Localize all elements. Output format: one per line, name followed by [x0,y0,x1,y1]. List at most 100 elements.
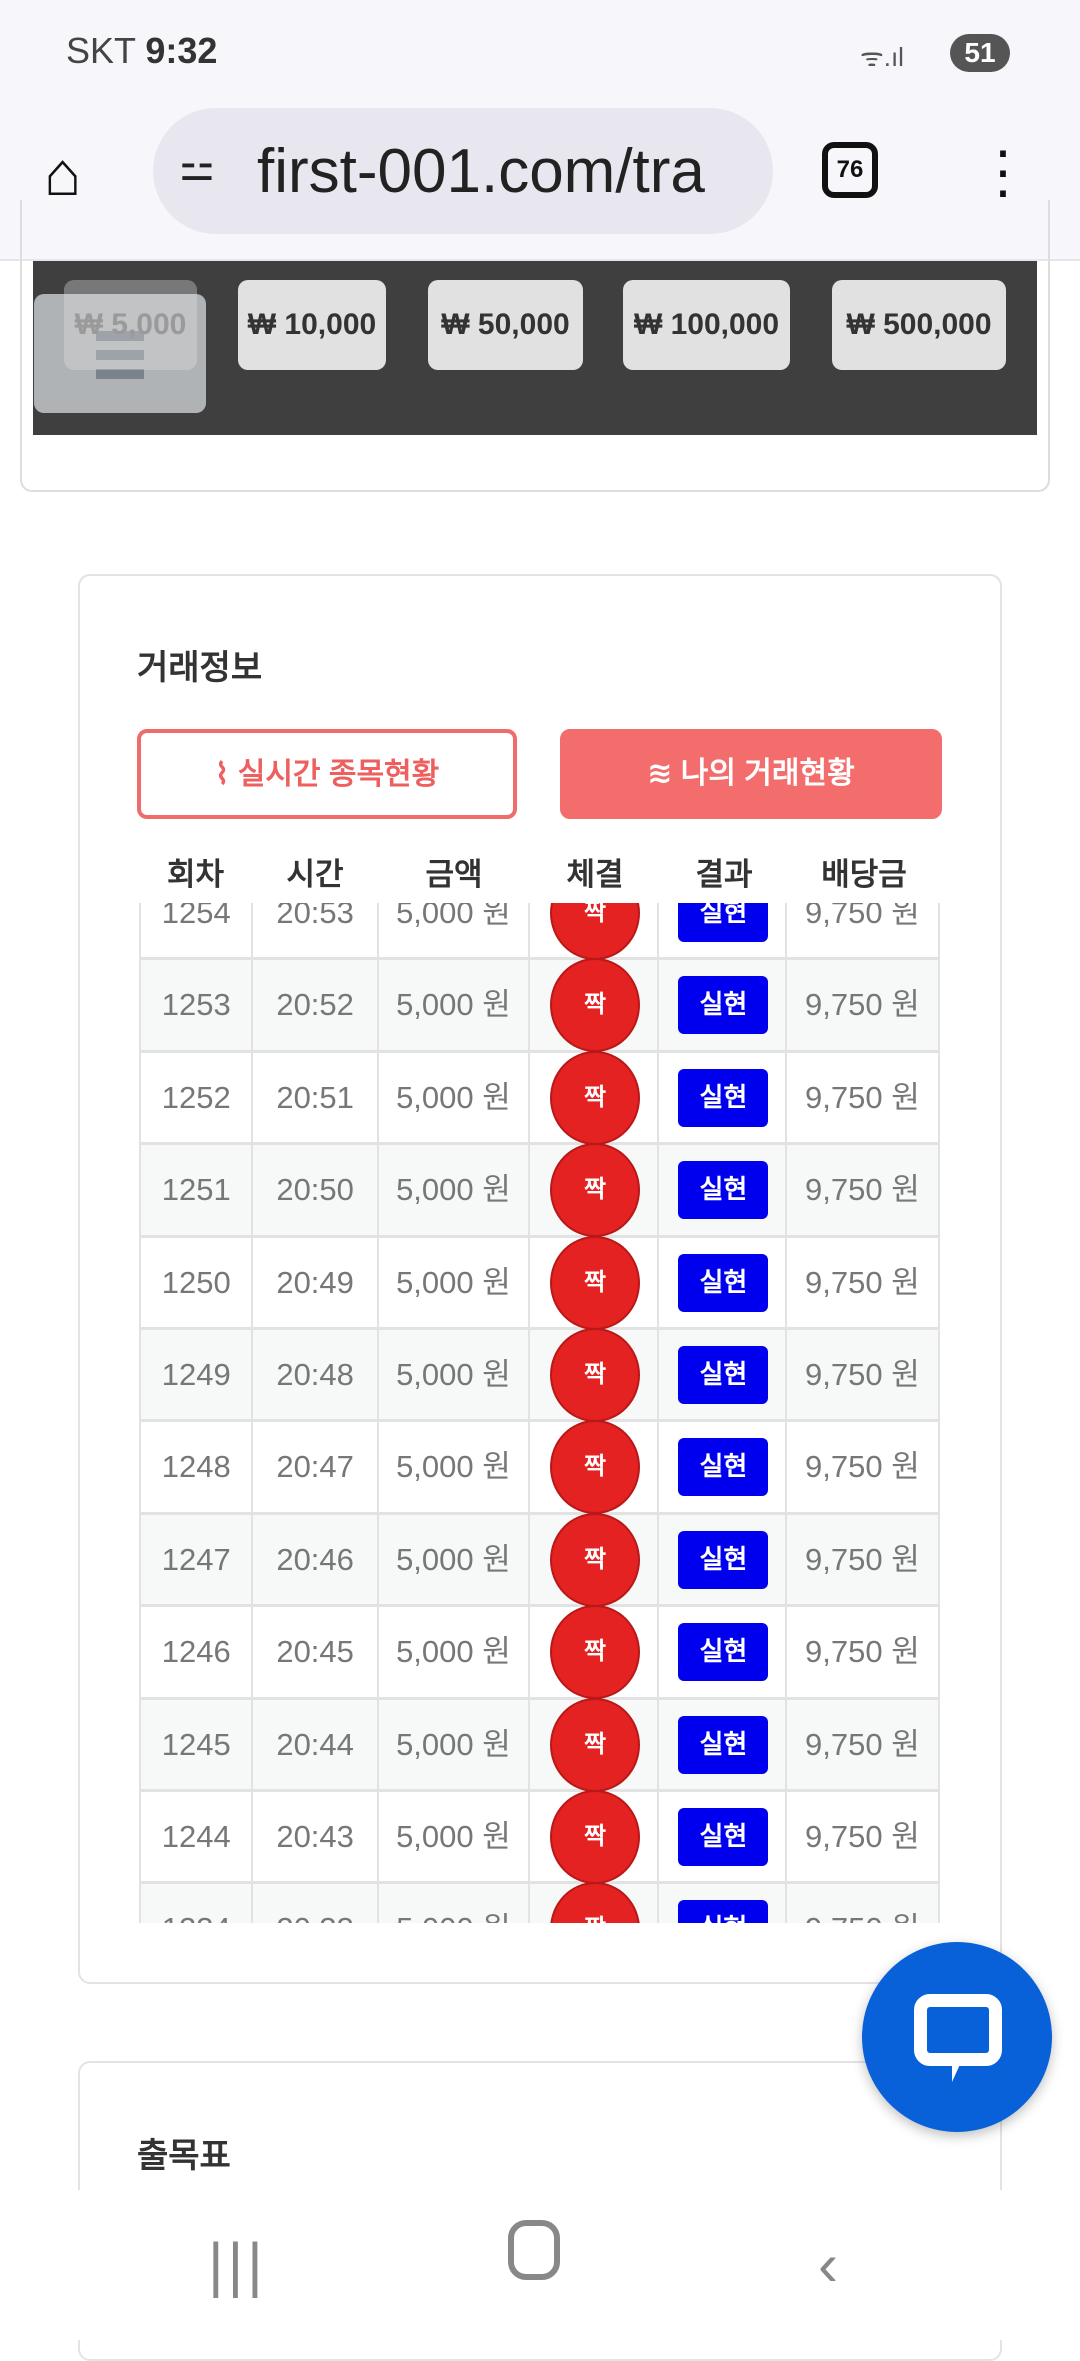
payout-cell: 9,750 원 [805,1449,920,1485]
pick-badge: 짝 [550,903,641,960]
waves-icon: ≋ [647,757,673,790]
result-badge: 실현 [678,1530,769,1589]
home-nav-icon[interactable] [508,2220,560,2280]
time-cell: 20:50 [253,1145,379,1235]
result-badge: 실현 [678,1161,769,1220]
col-round: 회차 [166,857,225,892]
section-title: 거래정보 [137,649,263,687]
home-icon[interactable]: ⌂ [44,140,82,209]
pick-cell: 짝 [530,1050,660,1145]
payout-cell: 9,750 원 [805,1264,920,1300]
pick-badge: 짝 [550,1143,641,1238]
result-cell: 실현 [659,1699,787,1789]
chat-icon [914,1994,1002,2066]
table-row: 1249 20:48 5,000 원 짝 실현 9,750 원 [139,1327,940,1423]
bet-amount-card [20,200,1050,492]
amount-button-500000[interactable]: ₩ 500,000 [832,280,1006,370]
status-time: SKT 9:32 [66,30,217,72]
url-text: first-001.com/tra [257,137,705,206]
pick-badge: 짝 [550,1882,641,1923]
time-cell: 20:43 [253,1791,379,1882]
table-row: 1250 20:49 5,000 원 짝 실현 9,750 원 [139,1235,940,1330]
address-bar[interactable]: ⚍ first-001.com/tra [153,108,773,234]
result-cell: 실현 [659,1884,787,1923]
time-cell: 20:49 [253,1237,379,1327]
col-amount: 금액 [425,857,483,892]
table-row: 1251 20:50 5,000 원 짝 실현 9,750 원 [139,1143,940,1238]
pick-cell: 짝 [530,1235,660,1330]
table-row: 1245 20:44 5,000 원 짝 실현 9,750 원 [139,1697,940,1792]
more-menu-icon[interactable]: · · · [993,116,1013,223]
table-row: 1244 20:43 5,000 원 짝 실현 9,750 원 [139,1789,940,1885]
result-cell: 실현 [659,903,787,958]
result-cell: 실현 [659,1237,787,1327]
amount-cell: 5,000 원 [379,1699,531,1789]
pick-cell: 짝 [530,1882,660,1923]
round-cell: 1251 [141,1145,254,1235]
hamburger-menu-icon[interactable] [34,294,206,413]
amount-button-5000[interactable]: ₩ 5,000 [64,280,197,370]
pick-cell: 짝 [530,1327,660,1422]
pick-cell: 짝 [530,1420,660,1515]
tab-realtime-status[interactable]: ⌇ 실시간 종목현황 [137,729,517,819]
time-cell: 20:51 [253,1052,379,1143]
pulse-icon: ⌇ [214,758,230,791]
trade-info-card [78,574,1002,1984]
pick-cell: 짝 [530,903,660,960]
table-row: 1246 20:45 5,000 원 짝 실현 9,750 원 [139,1605,940,1700]
tab-label: 실시간 종목현황 [237,758,440,791]
table-header: 회차 시간 금액 체결 결과 배당금 [139,850,940,900]
col-result: 결과 [695,857,753,892]
result-badge: 실현 [678,1438,769,1497]
payout-cell: 9,750 원 [805,1541,920,1577]
pick-badge: 짝 [550,1420,641,1515]
payout-cell: 9,750 원 [805,1356,920,1392]
time-cell: 20:46 [253,1514,379,1605]
payout-cell: 9,750 원 [805,987,920,1023]
pick-badge: 짝 [550,1512,641,1607]
browser-toolbar: ⌂ ⚍ first-001.com/tra 76 · · · [0,100,1080,261]
tab-switcher-button[interactable]: 76 [822,142,878,198]
amount-cell: 5,000 원 [379,1329,531,1420]
chat-tail [952,2060,974,2082]
pick-badge: 짝 [550,958,641,1053]
result-badge: 실현 [678,1068,769,1127]
time-cell: 20:47 [253,1422,379,1512]
pick-cell: 짝 [530,1789,660,1884]
amount-button-10000[interactable]: ₩ 10,000 [238,280,386,370]
pick-cell: 짝 [530,1605,660,1700]
result-cell: 실현 [659,1607,787,1697]
amount-button-100000[interactable]: ₩ 100,000 [623,280,790,370]
trade-table-scroll[interactable]: 1254 20:53 5,000 원 짝 실현 9,750 원 1253 20:52 5,000… [139,903,940,1923]
amount-cell: 5,000 원 [379,1884,531,1923]
col-payout: 배당금 [821,857,907,892]
round-cell: 1246 [141,1607,254,1697]
clock: 9:32 [145,30,218,71]
signal-icon: ᯤ.ıl [860,42,904,72]
round-cell: 1248 [141,1422,254,1512]
amount-cell: 5,000 원 [379,1237,531,1327]
col-pick: 체결 [566,857,624,892]
result-cell: 실현 [659,1791,787,1882]
round-cell: 1249 [141,1329,254,1420]
recents-icon[interactable]: ||| [208,2231,267,2298]
round-cell: 1250 [141,1237,254,1327]
time-cell: 20:48 [253,1329,379,1420]
result-cell: 실현 [659,960,787,1050]
table-row: 1252 20:51 5,000 원 짝 실현 9,750 원 [139,1050,940,1146]
site-settings-icon[interactable]: ⚍ [179,145,215,189]
amount-cell: 5,000 원 [379,1052,531,1143]
col-time: 시간 [286,857,344,892]
pick-cell: 짝 [530,1697,660,1792]
back-icon[interactable]: ‹ [818,2231,838,2298]
time-cell: 20:53 [253,903,379,958]
amount-button-50000[interactable]: ₩ 50,000 [428,280,583,370]
pick-badge: 짝 [550,1605,641,1700]
result-cell: 실현 [659,1052,787,1143]
time-cell: 20:44 [253,1699,379,1789]
pick-cell: 짝 [530,1512,660,1607]
chat-button[interactable] [862,1942,1052,2132]
tab-my-trades[interactable]: ≋ 나의 거래현황 [560,729,942,819]
pick-cell: 짝 [530,958,660,1053]
table-row: 1247 20:46 5,000 원 짝 실현 9,750 원 [139,1512,940,1608]
